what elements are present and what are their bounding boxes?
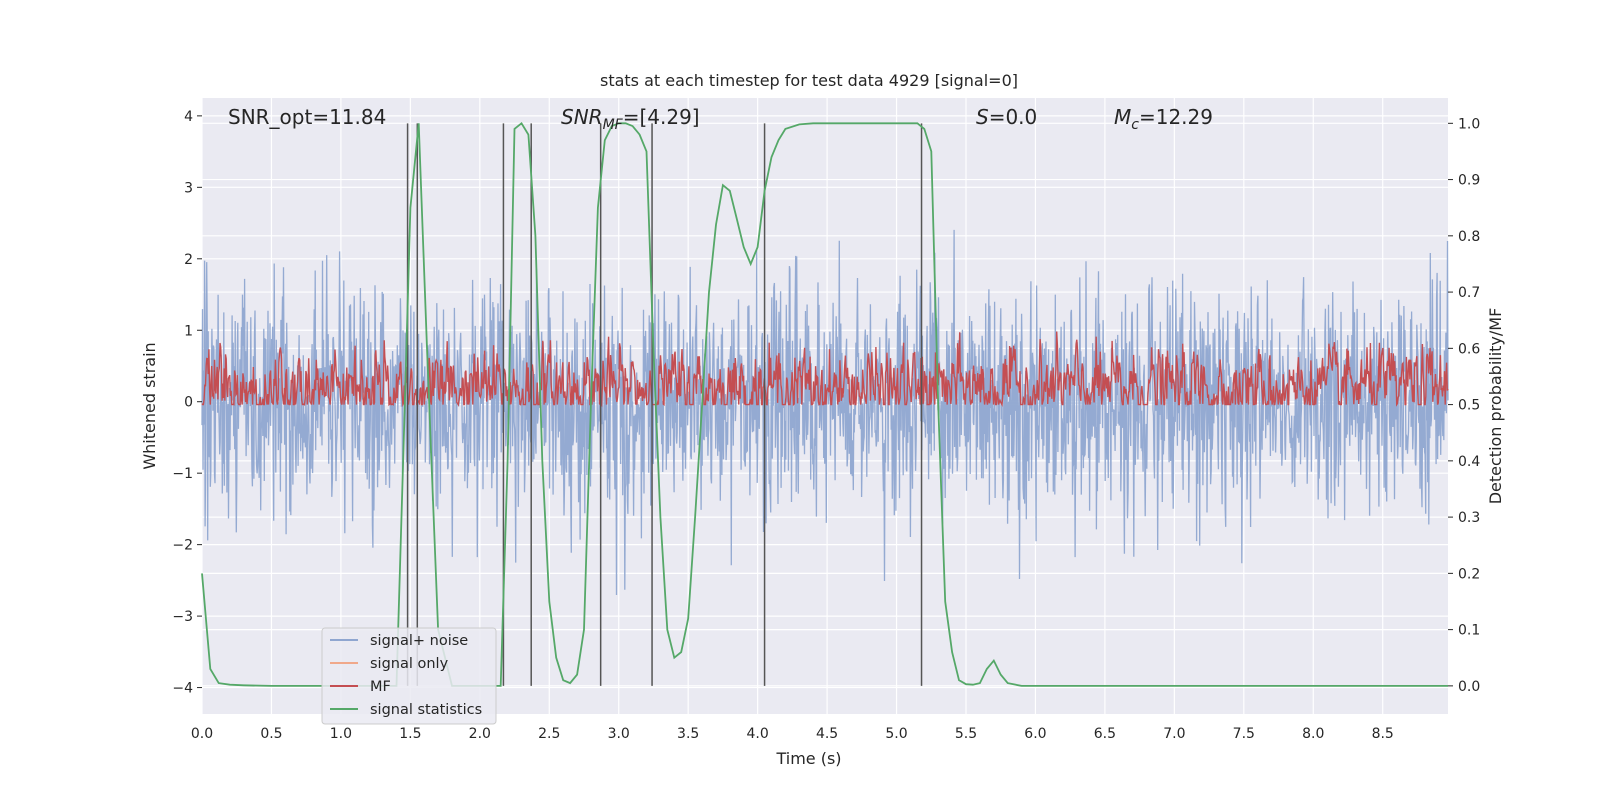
y-right-tick-label: 0.8 [1458,229,1480,245]
chart-title: stats at each timestep for test data 492… [600,71,1018,90]
snr-mf-annotation: SNRMF=[4.29] [561,105,700,133]
x-tick-label: 2.5 [538,726,560,742]
y-left-tick-label: −3 [172,609,193,625]
legend-label-signal-statistics: signal statistics [370,702,482,718]
legend-label-mf: MF [370,679,391,695]
x-tick-label: 1.5 [399,726,421,742]
y-left-tick-label: −2 [172,538,193,554]
legend-box [321,627,497,725]
mf-series [201,331,1449,408]
y-axis-left-ticks: 4 3 2 1 0 −1 −2 −3 −4 [172,109,202,697]
x-tick-label: 2.0 [469,726,491,742]
y-left-tick-label: −1 [172,466,193,482]
y-right-tick-label: 0.1 [1458,623,1480,639]
y-left-tick-label: 3 [184,180,193,196]
y-right-tick-label: 0.3 [1458,510,1480,526]
mc-symbol: M [1114,105,1131,129]
y-right-tick-label: 0.0 [1458,679,1480,695]
x-tick-label: 3.5 [677,726,699,742]
snr-mf-value: =[4.29] [623,105,700,129]
y-right-tick-label: 0.9 [1458,173,1480,189]
mc-value: =12.29 [1139,105,1213,129]
legend-label-signal-only: signal only [370,656,449,672]
x-tick-label: 4.5 [816,726,838,742]
x-tick-label: 6.0 [1024,726,1046,742]
y-right-tick-label: 0.6 [1458,341,1480,357]
mf-line [201,331,1449,408]
x-tick-label: 5.5 [955,726,977,742]
y-axis-right-label: Detection probability/MF [1486,308,1505,505]
legend: signal+ noise signal only MF signal stat… [321,627,497,725]
y-axis-right-ticks: 1.0 0.9 0.8 0.7 0.6 0.5 0.4 0.3 0.2 0.1 0.0 [1448,116,1480,695]
s-annotation: S=0.0 [976,105,1037,129]
snr-mf-subscript: MF [603,117,624,133]
x-tick-label: 5.0 [885,726,907,742]
y-left-tick-label: 2 [184,252,193,268]
x-tick-label: 8.5 [1372,726,1394,742]
y-right-tick-label: 0.4 [1458,454,1480,470]
s-symbol: S [976,105,989,129]
x-tick-label: 8.0 [1302,726,1324,742]
x-tick-label: 7.5 [1233,726,1255,742]
y-left-tick-label: −4 [172,681,193,697]
x-tick-label: 7.0 [1163,726,1185,742]
x-tick-label: 0.0 [191,726,213,742]
s-value: =0.0 [989,105,1038,129]
mc-subscript: c [1131,117,1139,133]
y-right-tick-label: 0.7 [1458,285,1480,301]
mc-annotation: Mc=12.29 [1114,105,1213,133]
x-tick-label: 4.0 [746,726,768,742]
x-tick-label: 3.0 [608,726,630,742]
y-left-tick-label: 1 [184,323,193,339]
y-left-tick-label: 0 [184,395,193,411]
x-tick-label: 1.0 [330,726,352,742]
x-axis-label: Time (s) [775,749,841,768]
x-axis-ticks: 0.0 0.5 1.0 1.5 2.0 2.5 3.0 3.5 4.0 4.5 5.0 5.5 6.0 6… [191,726,1394,742]
y-right-tick-label: 0.5 [1458,398,1480,414]
y-axis-left-label: Whitened strain [140,342,159,469]
y-right-tick-label: 1.0 [1458,116,1480,132]
snr-mf-symbol: SNR [561,105,603,129]
legend-label-signal-noise: signal+ noise [370,633,468,649]
y-right-tick-label: 0.2 [1458,566,1480,582]
snr-opt-annotation: SNR_opt=11.84 [228,105,386,129]
y-left-tick-label: 4 [184,109,193,125]
x-tick-label: 0.5 [260,726,282,742]
x-tick-label: 6.5 [1094,726,1116,742]
